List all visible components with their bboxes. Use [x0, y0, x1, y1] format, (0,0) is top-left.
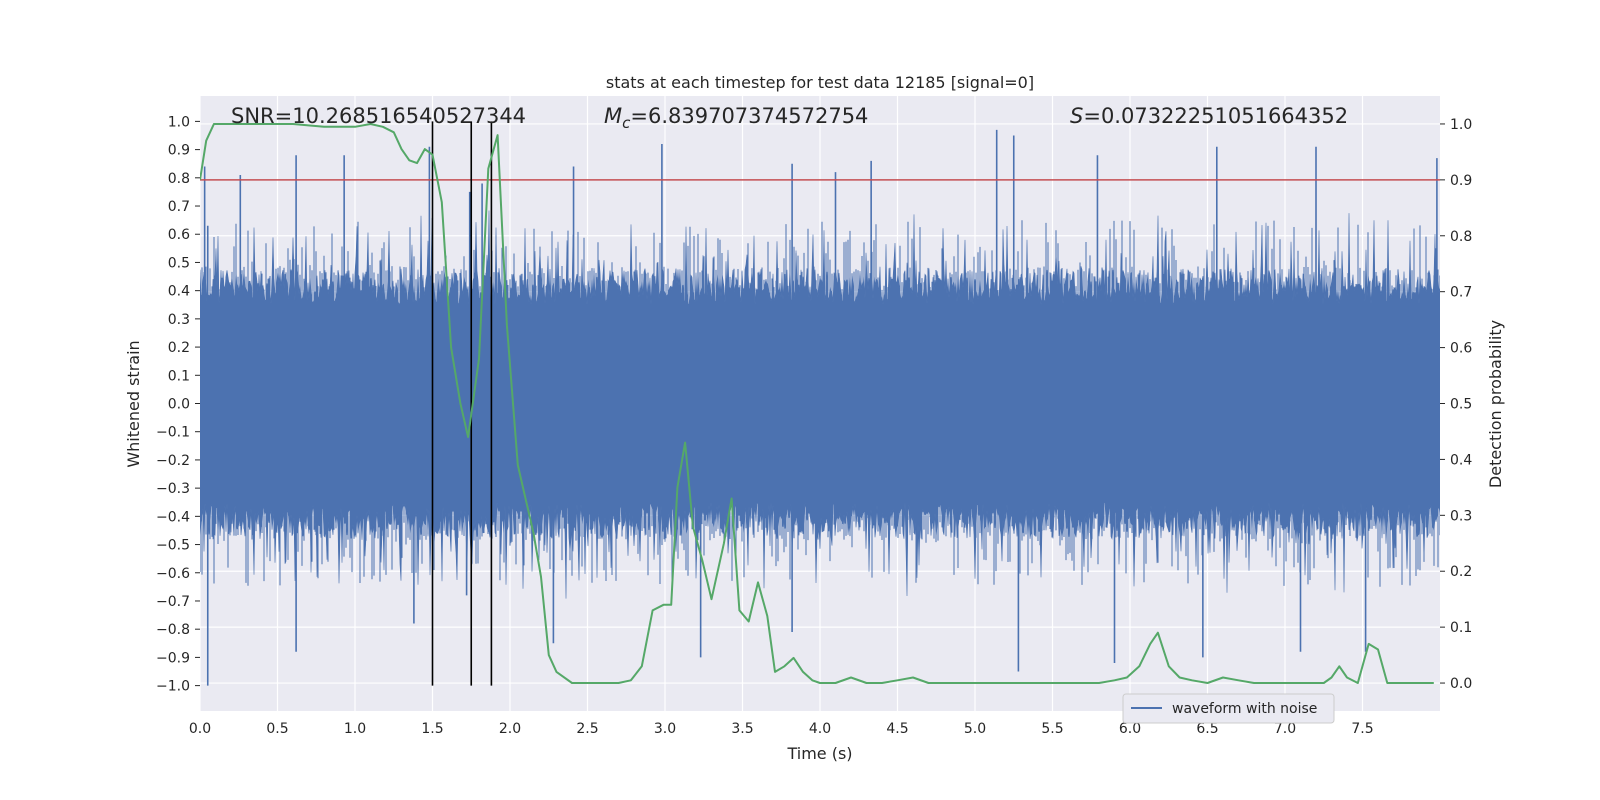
x-axis-ticks: 0.0 0.5 1.0 1.5 2.0 2.5 3.0 3.5 4.0 4.5 5.0 5.5 6.0 6… — [189, 721, 1374, 737]
y-tick-label: 0.9 — [168, 143, 190, 159]
y2-tick-label: 0.2 — [1450, 564, 1472, 580]
y-tick-label: 0.1 — [168, 368, 190, 384]
vertical-lines — [431, 121, 493, 686]
y2-tick-label: 0.8 — [1450, 229, 1472, 245]
x-tick-label: 7.5 — [1351, 721, 1373, 737]
y2-tick-label: 1.0 — [1450, 117, 1472, 133]
y2-axis-ticks: 1.0 0.9 0.8 0.7 0.6 0.5 0.4 0.3 0.2 0.1 0.0 — [1440, 117, 1472, 692]
y-tick-label: −0.6 — [156, 566, 190, 582]
x-tick-label: 1.5 — [421, 721, 443, 737]
y2-tick-label: 0.0 — [1450, 676, 1472, 692]
x-tick-label: 5.0 — [964, 721, 986, 737]
y-tick-label: 0.6 — [168, 227, 190, 243]
y2-axis-label: Detection probability — [1486, 320, 1505, 488]
y-tick-label: −0.5 — [156, 538, 190, 554]
y2-tick-label: 0.9 — [1450, 173, 1472, 189]
y-tick-label: 0.5 — [168, 255, 190, 271]
y-tick-label: −0.3 — [156, 481, 190, 497]
x-tick-label: 6.0 — [1119, 721, 1141, 737]
detection-probability-line — [200, 123, 1434, 684]
y2-tick-label: 0.4 — [1450, 452, 1472, 468]
x-tick-label: 0.0 — [189, 721, 211, 737]
s-symbol: S — [1070, 104, 1083, 128]
x-tick-label: 1.0 — [344, 721, 366, 737]
snr-annotation: SNR=10.268516540527344 — [231, 104, 526, 128]
y-tick-label: −0.8 — [156, 622, 190, 638]
y2-tick-label: 0.6 — [1450, 341, 1472, 357]
y-tick-label: −0.2 — [156, 453, 190, 469]
y-tick-label: 0.7 — [168, 199, 190, 215]
y2-tick-label: 0.7 — [1450, 285, 1472, 301]
x-tick-label: 7.0 — [1274, 721, 1296, 737]
y2-tick-label: 0.5 — [1450, 397, 1472, 413]
y-tick-label: 0.3 — [168, 312, 190, 328]
x-tick-label: 3.0 — [654, 721, 676, 737]
y2-tick-label: 0.3 — [1450, 508, 1472, 524]
y-axis-label: Whitened strain — [124, 340, 143, 467]
x-tick-label: 4.0 — [809, 721, 831, 737]
y-tick-label: 0.2 — [168, 340, 190, 356]
x-axis-label: Time (s) — [786, 744, 852, 763]
y-tick-label: −0.7 — [156, 594, 190, 610]
chirp-mass-symbol: M — [604, 104, 622, 128]
x-tick-label: 2.0 — [499, 721, 521, 737]
y-tick-label: 0.8 — [168, 171, 190, 187]
chirp-mass-value: =6.839707374572754 — [630, 104, 868, 128]
legend-box — [1122, 693, 1335, 724]
s-value: =0.07322251051664352 — [1083, 104, 1348, 128]
waveform-series — [200, 129, 1440, 686]
y-tick-label: −1.0 — [156, 679, 190, 695]
x-tick-label: 4.5 — [886, 721, 908, 737]
y-tick-label: 0.0 — [168, 397, 190, 413]
x-tick-label: 0.5 — [266, 721, 288, 737]
y-tick-label: −0.1 — [156, 425, 190, 441]
x-tick-label: 5.5 — [1041, 721, 1063, 737]
y-tick-label: −0.9 — [156, 650, 190, 666]
y-tick-label: 0.4 — [168, 284, 190, 300]
waveform-strokes — [200, 220, 1440, 587]
y-tick-label: 1.0 — [168, 114, 190, 130]
y2-tick-label: 0.1 — [1450, 620, 1472, 636]
x-tick-label: 2.5 — [576, 721, 598, 737]
y-tick-label: −0.4 — [156, 509, 190, 525]
plot-content — [200, 121, 1440, 686]
probability-layer — [200, 123, 1434, 684]
chirp-mass-annotation: Mc=6.839707374572754 — [604, 104, 868, 132]
legend-label: waveform with noise — [1172, 701, 1317, 717]
y-axis-ticks: 1.0 0.9 0.8 0.7 0.6 0.5 0.4 0.3 0.2 0.1 0.0 −0.1 −0.… — [156, 114, 200, 695]
x-tick-label: 6.5 — [1196, 721, 1218, 737]
s-annotation: S=0.07322251051664352 — [1070, 104, 1348, 128]
chirp-mass-subscript: c — [622, 114, 631, 132]
x-tick-label: 3.5 — [731, 721, 753, 737]
legend: waveform with noise — [1122, 693, 1335, 724]
chart-title: stats at each timestep for test data 121… — [606, 73, 1034, 92]
